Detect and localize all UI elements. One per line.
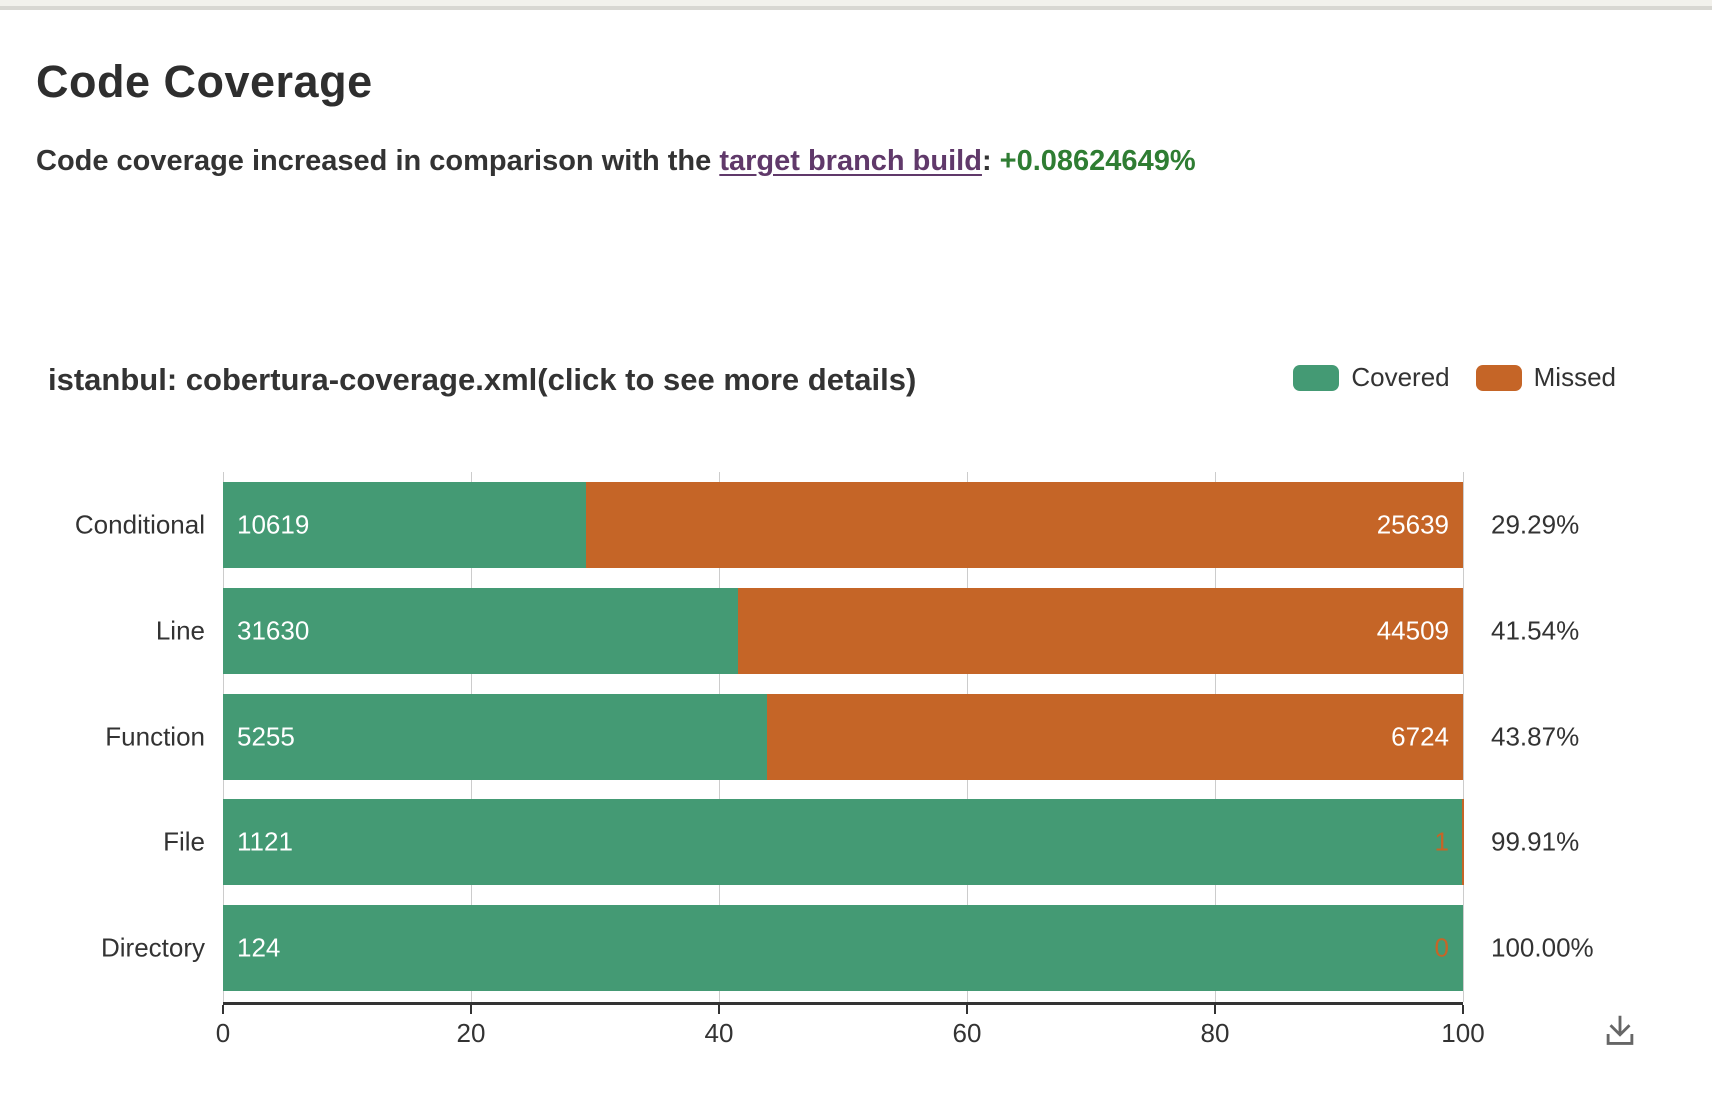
category-label-function: Function [105,721,205,752]
page-top-strip [0,0,1712,10]
covered-value-label: 5255 [237,721,295,752]
summary-prefix: Code coverage increased in comparison wi… [36,145,720,177]
bar-row-line: 31630 44509 Line 41.54% [156,587,1579,674]
percent-label-directory: 100.00% [1491,932,1594,963]
covered-segment-file[interactable] [223,799,1462,886]
legend-label: Missed [1533,362,1616,392]
x-axis-tick [1214,1005,1216,1014]
x-axis-tick [470,1005,472,1014]
x-axis-tick [222,1005,224,1014]
x-axis-tick-label-60: 60 [952,1018,982,1048]
plot-area: 10619 25639 Conditional 29.29% 31630 44509 Lin… [75,472,1594,1002]
missed-value-label: 0 [1434,932,1449,963]
chart-legend: Covered Missed [1293,362,1616,393]
percent-label-function: 43.87% [1491,721,1580,752]
gridline-100 [1463,472,1464,1002]
bar-row-file: 1121 1 File 99.91% [163,799,1579,886]
bar-row-function: 5255 6724 Function 43.87% [105,693,1579,780]
x-axis-tick-label-100: 100 [1441,1018,1485,1048]
category-label-conditional: Conditional [74,509,205,540]
category-label-line: Line [155,615,205,646]
x-axis-tick-label-0: 0 [215,1018,231,1048]
covered-segment-function[interactable] [223,693,767,780]
legend-swatch-covered [1293,364,1340,391]
chart-title[interactable]: istanbul: cobertura-coverage.xml(click t… [48,362,917,397]
bar-row-directory: 124 0 Directory 100.00% [101,905,1594,992]
coverage-summary-text: Code coverage increased in comparison wi… [36,145,1196,178]
legend-item-covered[interactable]: Covered [1293,362,1450,393]
x-axis-tick [966,1005,968,1014]
x-axis-tick-label-40: 40 [704,1018,734,1048]
x-axis-line [223,1002,1463,1005]
legend-label: Covered [1351,362,1450,392]
page-title: Code Coverage [36,56,373,107]
x-axis-tick [1462,1005,1464,1014]
x-axis-tick [718,1005,720,1014]
missed-segment-conditional[interactable] [586,482,1463,568]
legend-swatch-missed [1475,364,1522,391]
coverage-delta-value: +0.08624649% [999,145,1196,177]
legend-item-missed[interactable]: Missed [1475,362,1616,393]
covered-segment-directory[interactable] [223,905,1463,992]
missed-value-label: 25639 [1376,509,1449,540]
missed-segment-function[interactable] [767,693,1463,780]
missed-value-label: 44509 [1376,615,1449,646]
download-icon [1606,1015,1634,1045]
covered-value-label: 31630 [237,615,310,646]
missed-value-label: 6724 [1391,721,1449,752]
summary-separator: : [981,145,1000,177]
category-label-file: File [163,826,205,857]
missed-value-label: 1 [1434,826,1449,857]
covered-value-label: 1121 [237,826,293,857]
percent-label-line: 41.54% [1491,615,1580,646]
covered-segment-conditional[interactable] [223,482,586,568]
covered-value-label: 124 [237,932,281,963]
missed-segment-line[interactable] [738,587,1463,674]
covered-value-label: 10619 [237,509,310,540]
percent-label-file: 99.91% [1491,826,1580,857]
x-axis-tick-label-80: 80 [1200,1018,1230,1048]
bar-row-conditional: 10619 25639 Conditional 29.29% [75,482,1579,568]
covered-segment-line[interactable] [223,587,738,674]
percent-label-conditional: 29.29% [1491,509,1580,540]
x-axis-tick-label-20: 20 [456,1018,486,1048]
missed-segment-file[interactable] [1462,799,1464,886]
target-branch-build-link[interactable]: target branch build [719,145,982,177]
category-label-directory: Directory [100,932,205,963]
download-chart-button[interactable] [1598,1008,1642,1052]
